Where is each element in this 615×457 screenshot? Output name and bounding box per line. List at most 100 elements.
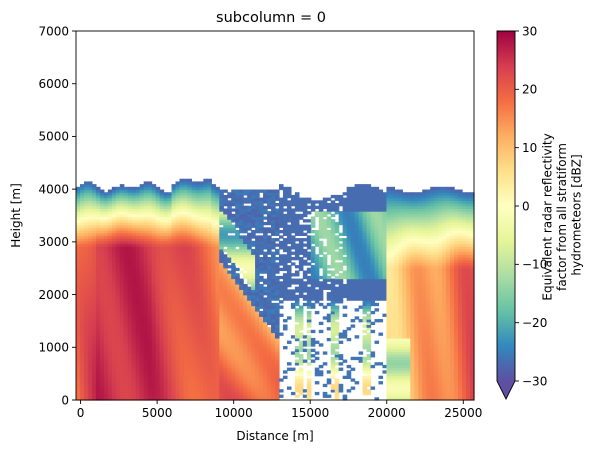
heatmap-cell	[147, 211, 153, 215]
heatmap-cell	[338, 340, 344, 344]
heatmap-cell	[83, 197, 89, 201]
heatmap-cell	[334, 246, 340, 250]
heatmap-cell	[215, 294, 220, 299]
heatmap-cell	[251, 316, 256, 320]
heatmap-cell	[203, 243, 208, 247]
heatmap-cell	[127, 289, 133, 293]
heatmap-cell	[199, 216, 204, 220]
heatmap-cell	[191, 378, 196, 382]
heatmap-cell	[322, 211, 328, 215]
heatmap-cell	[151, 256, 157, 261]
heatmap-cell	[334, 362, 340, 366]
heatmap-cell	[306, 227, 312, 231]
heatmap-cell	[147, 238, 153, 242]
heatmap-cell	[286, 189, 292, 193]
heatmap-cell	[326, 235, 332, 239]
heatmap-cell	[362, 265, 368, 269]
heatmap-cell	[247, 383, 252, 388]
heatmap-cell	[179, 297, 185, 301]
heatmap-cell	[358, 189, 364, 193]
heatmap-cell	[191, 370, 196, 374]
heatmap-cell	[235, 219, 240, 223]
heatmap-cell	[103, 203, 109, 207]
heatmap-cell	[135, 227, 141, 231]
heatmap-cell	[278, 243, 284, 247]
heatmap-cell	[99, 221, 105, 226]
heatmap-cell	[203, 267, 208, 272]
heatmap-cell	[139, 270, 145, 274]
heatmap-cell	[350, 238, 356, 242]
heatmap-cell	[83, 262, 89, 266]
heatmap-cell	[139, 310, 145, 315]
heatmap-cell	[306, 394, 312, 398]
heatmap-cell	[362, 391, 368, 396]
heatmap-cell	[203, 192, 208, 196]
heatmap-cell	[147, 343, 153, 347]
heatmap-cell	[139, 286, 145, 290]
heatmap-cell	[111, 230, 117, 234]
heatmap-cell	[187, 373, 193, 377]
heatmap-cell	[167, 240, 173, 245]
heatmap-cell	[215, 254, 220, 258]
heatmap-cell	[135, 189, 141, 193]
heatmap-cell	[263, 308, 268, 312]
heatmap-cell	[298, 281, 304, 285]
heatmap-cell	[139, 302, 145, 307]
heatmap-cell	[322, 286, 328, 290]
heatmap-cell	[223, 319, 228, 323]
heatmap-cell	[310, 281, 316, 285]
heatmap-cell	[310, 289, 316, 293]
heatmap-cell	[294, 219, 300, 223]
heatmap-cell	[203, 197, 208, 201]
heatmap-cell	[95, 348, 101, 353]
heatmap-cell	[187, 310, 193, 315]
heatmap-cell	[259, 354, 264, 358]
heatmap-cell	[91, 273, 97, 277]
heatmap-cell	[259, 246, 264, 250]
heatmap-cell	[163, 394, 169, 398]
heatmap-cell	[211, 313, 216, 317]
heatmap-cell	[111, 278, 117, 282]
heatmap-cell	[330, 205, 336, 210]
heatmap-cell	[159, 346, 165, 350]
heatmap-cell	[215, 203, 220, 207]
heatmap-cell	[243, 227, 248, 231]
heatmap-cell	[83, 332, 89, 336]
heatmap-cell	[227, 219, 232, 223]
heatmap-cell	[326, 221, 332, 226]
heatmap-cell	[159, 256, 165, 261]
heatmap-cell	[175, 238, 181, 242]
heatmap-cell	[271, 216, 276, 220]
heatmap-cell	[298, 305, 304, 309]
heatmap-cell	[247, 375, 252, 380]
heatmap-cell	[255, 251, 260, 255]
heatmap-cell	[314, 275, 320, 280]
heatmap-cell	[115, 367, 121, 371]
heatmap-cell	[251, 256, 256, 261]
heatmap-cell	[255, 324, 260, 328]
heatmap-cell	[322, 246, 328, 250]
heatmap-cell	[175, 194, 181, 199]
heatmap-cell	[314, 243, 320, 247]
heatmap-cell	[183, 283, 189, 288]
heatmap-cell	[87, 203, 93, 207]
heatmap-cell	[143, 216, 149, 220]
heatmap-cell	[239, 359, 244, 363]
heatmap-cell	[135, 319, 141, 323]
heatmap-cell	[131, 283, 137, 288]
heatmap-cell	[231, 235, 236, 239]
heatmap-cell	[251, 232, 256, 236]
heatmap-cell	[231, 386, 236, 390]
heatmap-cell	[294, 203, 300, 207]
heatmap-cell	[207, 259, 212, 263]
heatmap-cell	[243, 327, 248, 331]
heatmap-cell	[115, 313, 121, 317]
heatmap-cell	[76, 364, 81, 369]
heatmap-cell	[298, 227, 304, 231]
heatmap-cell	[310, 254, 316, 258]
heatmap-cell	[207, 208, 212, 212]
heatmap-cell	[338, 273, 344, 277]
heatmap-cell	[358, 251, 364, 255]
heatmap-cell	[183, 319, 189, 323]
heatmap-cell	[76, 297, 81, 301]
